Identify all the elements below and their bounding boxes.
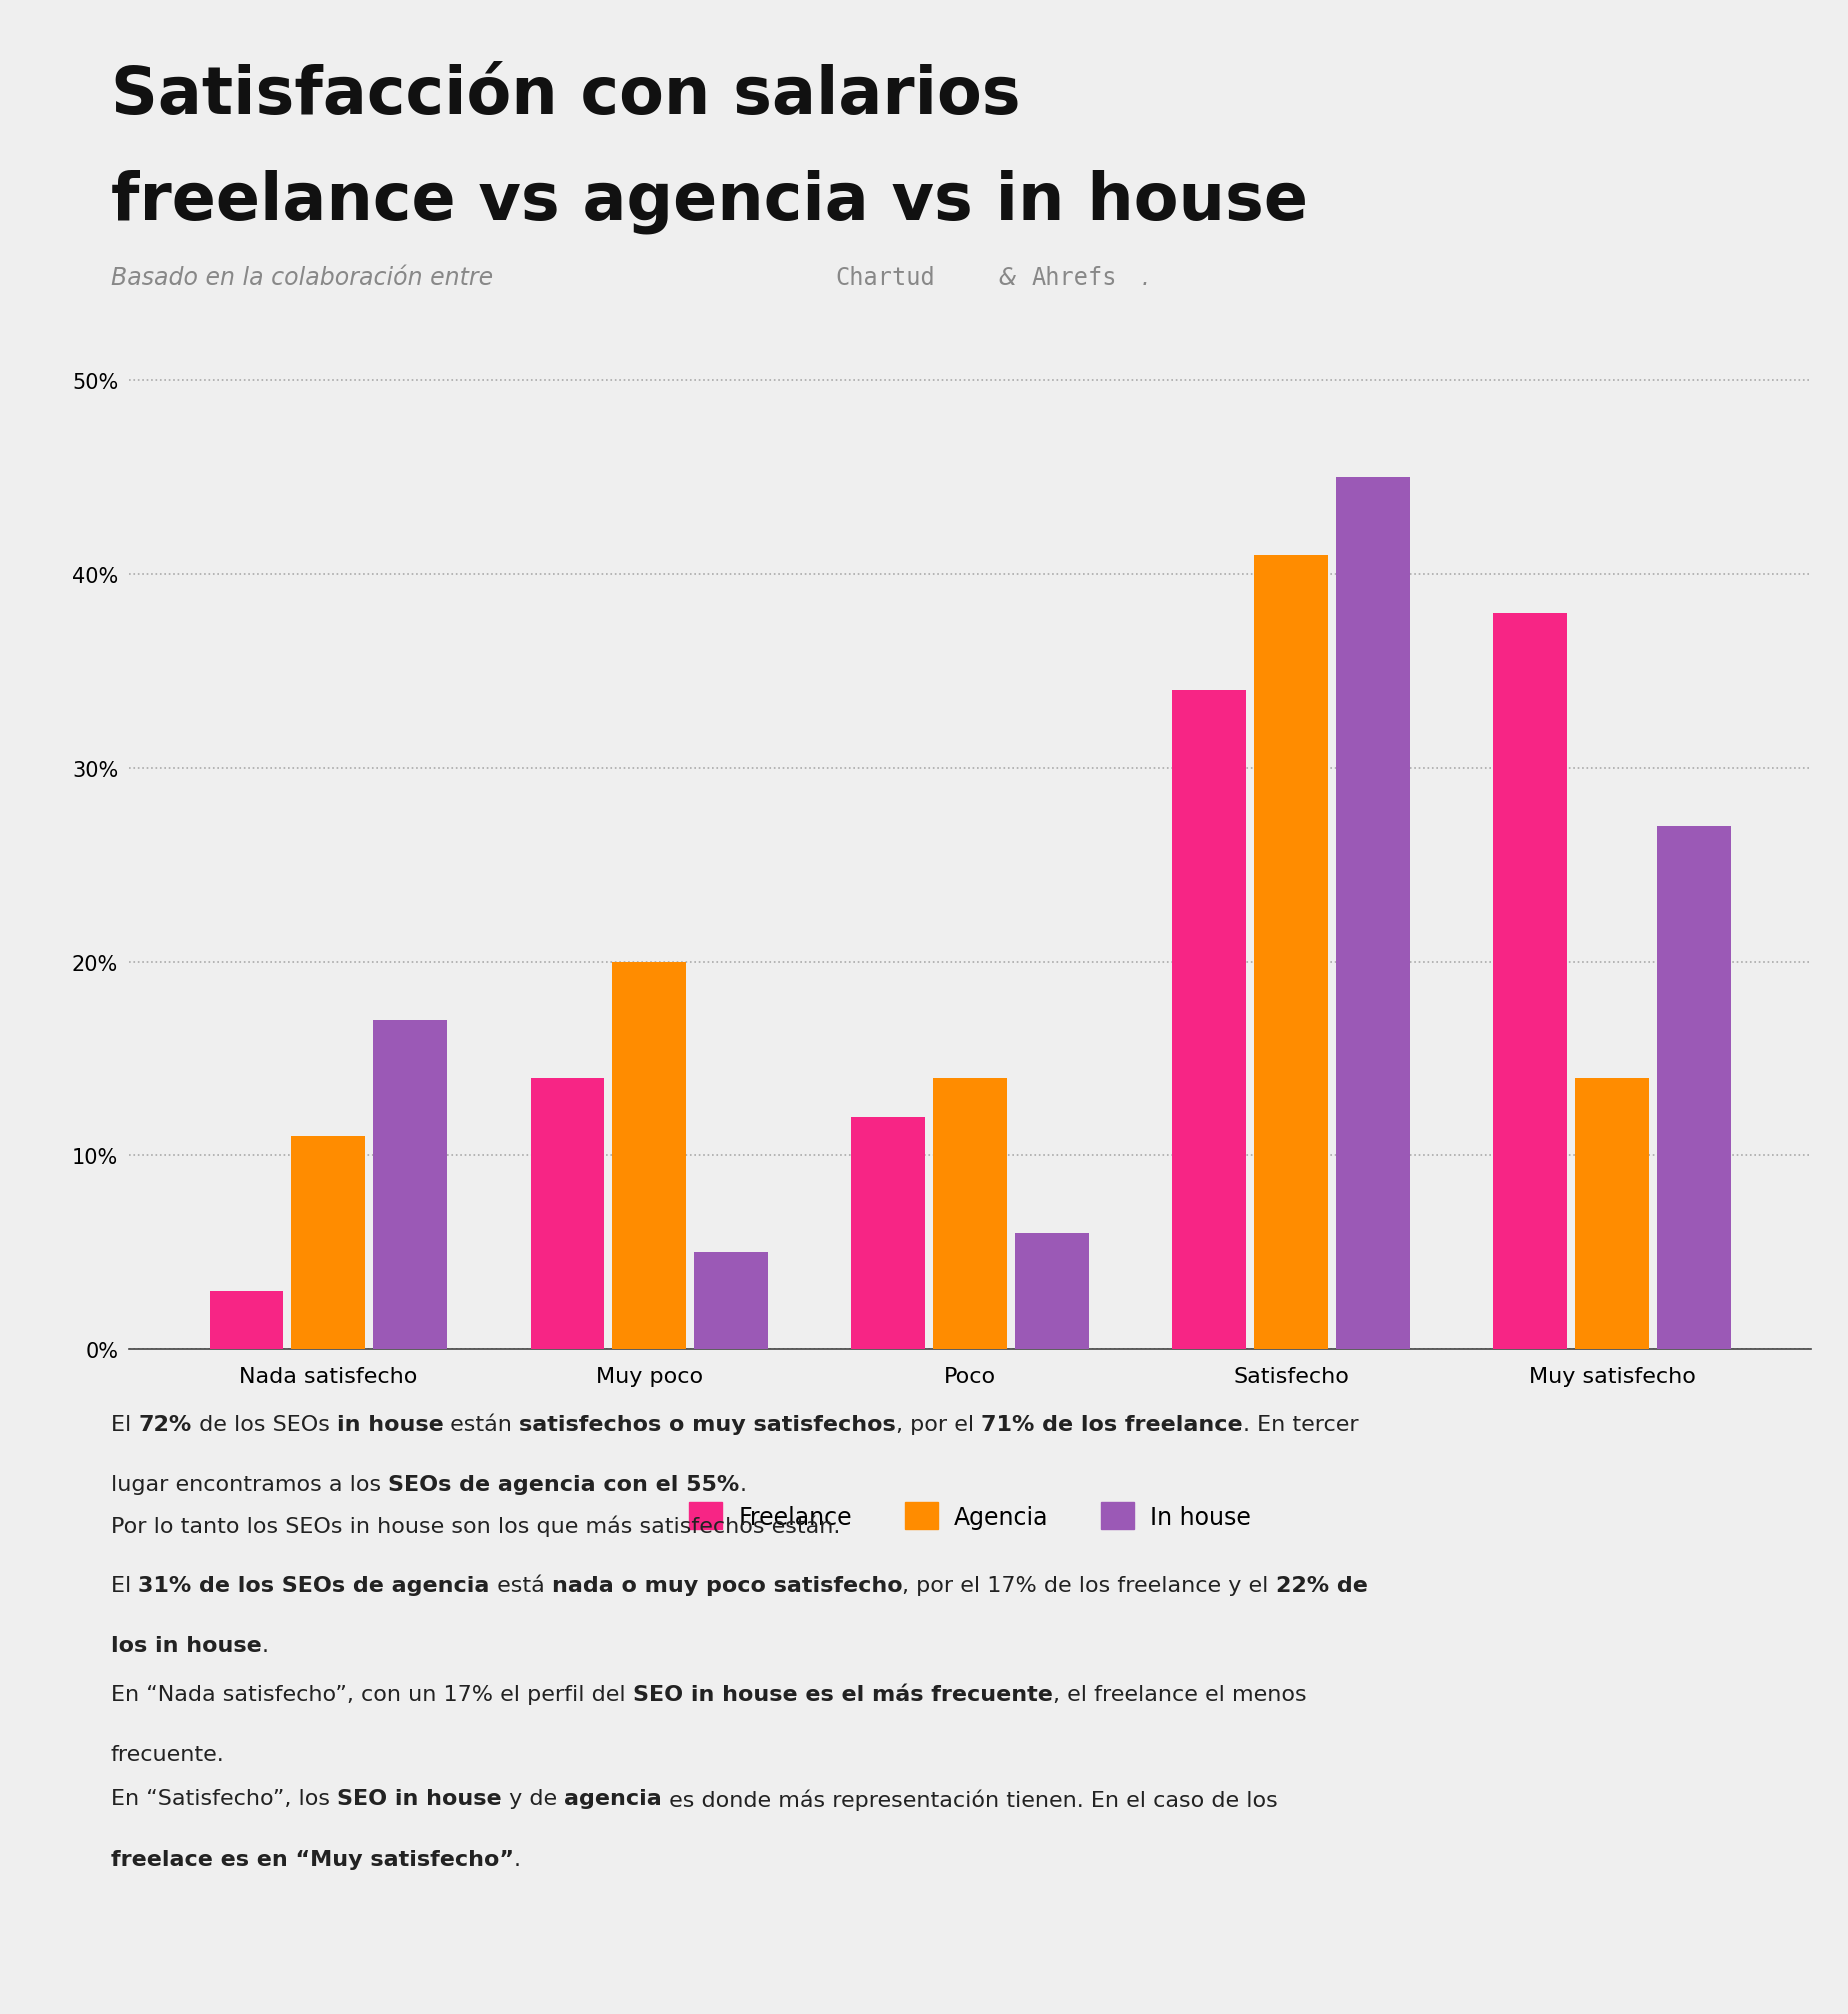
Bar bbox=[852, 1118, 926, 1349]
Bar bbox=[1493, 614, 1567, 1349]
Text: 71% de los freelance: 71% de los freelance bbox=[981, 1414, 1244, 1434]
Text: .: . bbox=[514, 1849, 521, 1869]
Text: nada o muy poco satisfecho: nada o muy poco satisfecho bbox=[551, 1575, 902, 1595]
Bar bbox=[1255, 556, 1329, 1349]
Text: está: está bbox=[490, 1575, 551, 1595]
Text: El: El bbox=[111, 1575, 139, 1595]
Text: y de: y de bbox=[501, 1788, 564, 1809]
Text: in house: in house bbox=[336, 1414, 444, 1434]
Text: &: & bbox=[991, 266, 1024, 290]
Text: , el freelance el menos: , el freelance el menos bbox=[1053, 1684, 1307, 1704]
Text: , por el 17% de los freelance y el: , por el 17% de los freelance y el bbox=[902, 1575, 1275, 1595]
Text: Chartud: Chartud bbox=[835, 266, 935, 290]
Text: freelace es en “Muy satisfecho”: freelace es en “Muy satisfecho” bbox=[111, 1849, 514, 1869]
Bar bbox=[209, 1291, 283, 1349]
Text: En “Satisfecho”, los: En “Satisfecho”, los bbox=[111, 1788, 336, 1809]
Text: agencia: agencia bbox=[564, 1788, 662, 1809]
Text: SEO in house: SEO in house bbox=[336, 1788, 501, 1809]
Bar bbox=[695, 1253, 769, 1349]
Text: satisfechos o muy satisfechos: satisfechos o muy satisfechos bbox=[519, 1414, 896, 1434]
Text: freelance vs agencia vs in house: freelance vs agencia vs in house bbox=[111, 169, 1308, 234]
Text: . En tercer: . En tercer bbox=[1244, 1414, 1358, 1434]
Bar bbox=[1574, 1077, 1648, 1349]
Bar bbox=[373, 1021, 447, 1349]
Text: 22% de: 22% de bbox=[1275, 1575, 1368, 1595]
Text: .: . bbox=[262, 1635, 268, 1656]
Bar bbox=[1015, 1233, 1088, 1349]
Text: 31% de los SEOs de agencia: 31% de los SEOs de agencia bbox=[139, 1575, 490, 1595]
Text: .: . bbox=[1142, 266, 1149, 290]
Bar bbox=[1336, 477, 1410, 1349]
Text: Basado en la colaboración entre: Basado en la colaboración entre bbox=[111, 266, 501, 290]
Text: SEOs de agencia con el 55%: SEOs de agencia con el 55% bbox=[388, 1474, 739, 1494]
Text: lugar encontramos a los: lugar encontramos a los bbox=[111, 1474, 388, 1494]
Bar bbox=[292, 1136, 366, 1349]
Text: SEO in house es el más frecuente: SEO in house es el más frecuente bbox=[632, 1684, 1053, 1704]
Bar bbox=[1658, 826, 1732, 1349]
Text: Ahrefs: Ahrefs bbox=[1031, 266, 1116, 290]
Bar bbox=[1172, 691, 1246, 1349]
Text: Satisfacción con salarios: Satisfacción con salarios bbox=[111, 64, 1020, 129]
Legend: Freelance, Agencia, In house: Freelance, Agencia, In house bbox=[680, 1492, 1260, 1539]
Bar bbox=[612, 963, 686, 1349]
Text: Por lo tanto los SEOs in house son los que más satisfechos están.: Por lo tanto los SEOs in house son los q… bbox=[111, 1515, 841, 1537]
Text: , por el: , por el bbox=[896, 1414, 981, 1434]
Text: frecuente.: frecuente. bbox=[111, 1744, 225, 1764]
Bar bbox=[933, 1077, 1007, 1349]
Text: los in house: los in house bbox=[111, 1635, 262, 1656]
Text: El: El bbox=[111, 1414, 139, 1434]
Bar bbox=[530, 1077, 604, 1349]
Text: .: . bbox=[739, 1474, 747, 1494]
Text: es donde más representación tienen. En el caso de los: es donde más representación tienen. En e… bbox=[662, 1788, 1277, 1811]
Text: 72%: 72% bbox=[139, 1414, 192, 1434]
Text: En “Nada satisfecho”, con un 17% el perfil del: En “Nada satisfecho”, con un 17% el perf… bbox=[111, 1684, 632, 1704]
Text: de los SEOs: de los SEOs bbox=[192, 1414, 336, 1434]
Text: están: están bbox=[444, 1414, 519, 1434]
